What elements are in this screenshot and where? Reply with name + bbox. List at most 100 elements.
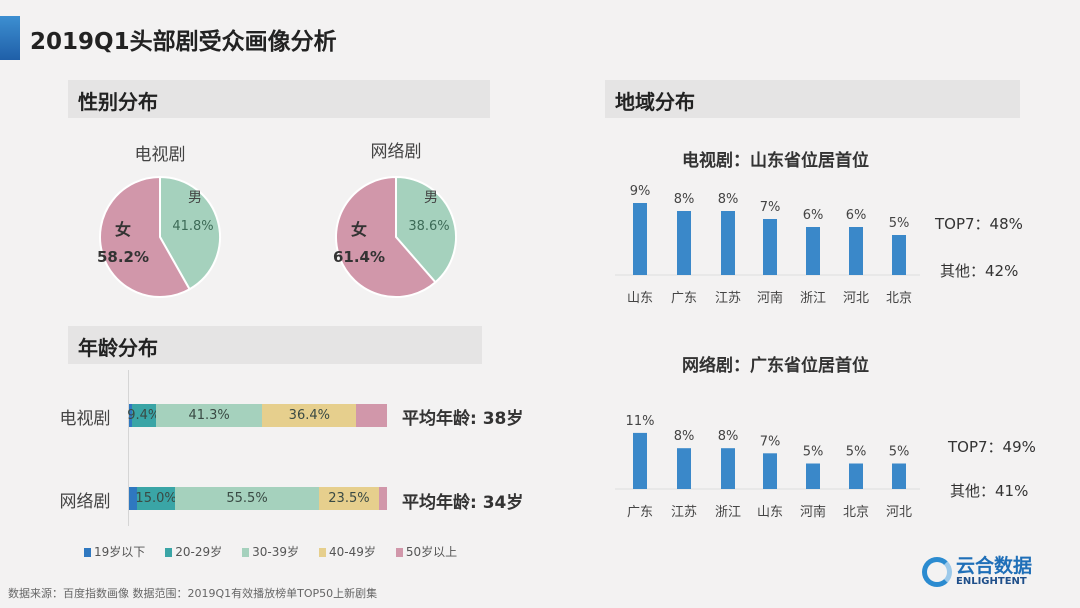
age-bar-web: 15.0% 55.5% 23.5% [129,487,387,510]
region-value: 7% [760,434,781,449]
legend-label: 30-39岁 [252,545,300,559]
region-value: 8% [674,192,695,207]
region-category: 江苏 [715,290,741,306]
footer-source: 数据来源：百度指数画像 数据范围：2019Q1有效播放榜单TOP50上新剧集 [8,587,378,600]
age-cat-web: 网络剧 [59,492,111,512]
age-segment-label: 9.4% [127,408,161,423]
web-other: 其他：41% [950,482,1029,500]
age-segment-4 [356,404,387,427]
region-title-tv: 电视剧：山东省位居首位 [682,151,869,171]
page-title: 2019Q1头部剧受众画像分析 [30,29,337,55]
age-segment-1 [136,487,176,510]
title-accent [0,16,20,60]
tv-other: 其他：42% [940,262,1019,280]
section-age: 年龄分布 [68,326,482,364]
legend-label: 50岁以上 [405,545,458,559]
avg-age-web: 平均年龄: 34岁 [402,493,524,513]
legend-swatch [165,548,173,557]
region-bar [892,235,906,275]
pie-value-male: 38.6% [408,219,449,234]
region-bar [849,227,863,275]
age-segment-4 [379,487,387,510]
region-value: 8% [718,429,739,444]
region-value: 5% [803,445,824,460]
avg-age-tv: 平均年龄: 38岁 [402,409,524,429]
age-cat-tv: 电视剧 [59,409,111,429]
region-bar [892,463,906,489]
age-segment-label: 55.5% [226,491,268,506]
age-segment-0 [129,487,137,510]
region-bar [677,211,691,275]
region-category: 北京 [843,505,869,520]
age-segment-label: 23.5% [328,491,370,506]
pie-slice-female [99,175,191,298]
region-category: 浙江 [715,505,741,520]
pie-slice-female [335,175,437,298]
tv-top7: TOP7：48% [935,215,1023,233]
region-category: 河南 [757,290,783,306]
age-segment-label: 41.3% [188,408,230,423]
region-bar [763,219,777,275]
region-bar [806,227,820,275]
region-bar [849,463,863,489]
section-gender: 性别分布 [68,80,490,118]
logo-icon [922,556,952,587]
age-segment-label: 15.0% [135,491,177,506]
legend-swatch [395,548,403,557]
pie-value-female: 58.2% [97,248,149,266]
logo-cn: 云合数据 [956,555,1033,577]
region-title-web: 网络剧：广东省位居首位 [682,356,869,376]
pie-value-male: 41.8% [172,219,213,234]
age-bar-tv: 9.4% 41.3% 36.4% [127,404,387,427]
legend-swatch [84,548,91,557]
region-bar [721,211,735,275]
region-value: 11% [626,414,655,429]
section-region: 地域分布 [605,80,1020,118]
legend-swatch [242,548,250,557]
age-segment-0 [129,404,132,427]
logo-en: ENLIGHTENT [956,576,1027,587]
age-segment-2 [155,404,263,427]
region-category: 浙江 [800,291,826,306]
region-category: 山东 [757,505,783,520]
region-bar [763,453,777,489]
legend-label: 20-29岁 [175,545,223,559]
region-bar [633,432,647,489]
legend-label: 40-49岁 [329,545,376,559]
region-category: 广东 [671,291,697,306]
region-value: 8% [718,192,739,207]
logo: 云合数据 ENLIGHTENT [922,556,1032,587]
age-segment-1 [131,404,156,427]
region-bar [633,203,647,275]
age-segment-3 [262,404,357,427]
pie-title-web: 网络剧 [370,142,422,162]
pie-title-tv: 电视剧 [134,145,186,165]
pie-value-female: 61.4% [333,248,385,266]
legend-item: 19岁以下 [84,543,145,560]
region-category: 河北 [843,291,869,306]
age-axis [128,370,129,526]
age-legend: 19岁以下 20-29岁 30-39岁 40-49岁 50岁以上 [84,543,457,560]
pie-slice-male [395,175,457,284]
pie-slice-male [159,175,221,291]
region-bar [677,448,691,489]
age-segment-label: 36.4% [288,408,330,423]
region-category: 江苏 [671,504,697,520]
region-bar [806,463,820,489]
region-value: 8% [674,429,695,444]
region-value: 6% [846,208,867,223]
legend-swatch [319,548,327,557]
region-value: 5% [889,445,910,460]
age-segment-2 [175,487,319,510]
pie-label-female: 女 [351,220,367,239]
age-segment-3 [318,487,380,510]
legend-item: 30-39岁 [242,543,299,560]
region-category: 北京 [886,291,912,306]
region-value: 5% [846,445,867,460]
region-value: 9% [630,184,651,199]
region-category: 广东 [627,505,653,520]
region-value: 6% [803,208,824,223]
pie-label-female: 女 [115,220,131,239]
region-category: 河北 [886,505,912,520]
region-value: 5% [889,216,910,231]
